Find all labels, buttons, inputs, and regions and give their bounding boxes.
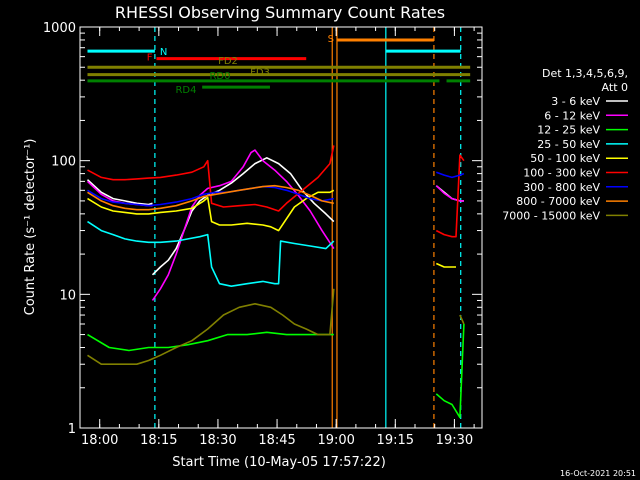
x-tick-label-0: 18:00 bbox=[81, 433, 118, 448]
series-line-2-seg-1 bbox=[435, 323, 465, 419]
series-line-4-seg-1 bbox=[435, 262, 456, 268]
plot-area: NF S FD2 FD3 RD0 RD4 bbox=[86, 27, 471, 428]
y-axis-label: Count Rate (s⁻¹ detector⁻¹) bbox=[23, 139, 38, 316]
legend-label-1: 6 - 12 keV bbox=[544, 109, 600, 122]
y-tick-label-1: 10 bbox=[59, 288, 76, 303]
series-line-2-seg-0 bbox=[87, 331, 334, 352]
flag-label-fd2: FD2 bbox=[218, 56, 238, 67]
series-line-7-seg-0 bbox=[87, 184, 334, 211]
legend-label-4: 50 - 100 keV bbox=[530, 152, 600, 165]
flag-label-s: S bbox=[328, 34, 334, 45]
flag-label-f: F bbox=[147, 53, 153, 64]
legend-label-8: 7000 - 15000 keV bbox=[502, 209, 600, 222]
legend-label-7: 800 - 7000 keV bbox=[516, 195, 600, 208]
plot-frame bbox=[79, 26, 483, 429]
series-line-1-seg-2 bbox=[435, 185, 464, 202]
x-tick-label-5: 19:15 bbox=[377, 433, 414, 448]
legend-label-6: 300 - 800 keV bbox=[523, 181, 600, 194]
flag-label-rd4: RD4 bbox=[175, 85, 196, 96]
y-tick-label-2: 100 bbox=[51, 155, 76, 170]
series-line-5-seg-0 bbox=[87, 145, 335, 212]
x-tick-label-6: 19:30 bbox=[436, 433, 473, 448]
x-tick-label-1: 18:15 bbox=[140, 433, 177, 448]
legend-header-line-1: Det 1,3,4,5,6,9, bbox=[542, 67, 628, 80]
flag-label-n: N bbox=[160, 47, 167, 58]
y-axis: 1 10 100 1000 bbox=[43, 21, 482, 437]
series-line-8-seg-0 bbox=[87, 288, 335, 366]
series-line-6-seg-1 bbox=[436, 171, 465, 179]
series-line-0-seg-0 bbox=[86, 179, 153, 206]
x-tick-label-4: 19:00 bbox=[317, 433, 354, 448]
x-axis: 18:00 18:15 18:30 18:45 19:00 19:15 19:30 bbox=[79, 27, 475, 448]
series-line-4-seg-0 bbox=[87, 189, 335, 232]
legend-label-2: 12 - 25 keV bbox=[537, 124, 600, 137]
series-line-8-seg-1 bbox=[459, 314, 465, 325]
x-axis-label: Start Time (10-May-05 17:57:22) bbox=[172, 455, 386, 470]
flag-label-rd0: RD0 bbox=[209, 71, 230, 82]
series-line-3-seg-0 bbox=[87, 220, 335, 288]
legend-label-5: 100 - 300 keV bbox=[523, 167, 600, 180]
legend-label-0: 3 - 6 keV bbox=[551, 95, 600, 108]
x-tick-label-3: 18:45 bbox=[258, 433, 295, 448]
chart-title: RHESSI Observing Summary Count Rates bbox=[115, 3, 445, 22]
series-line-5-seg-1 bbox=[435, 154, 465, 238]
legend-label-3: 25 - 50 keV bbox=[537, 138, 600, 151]
legend-header-line-2: Att 0 bbox=[602, 81, 628, 94]
y-tick-label-3: 1000 bbox=[43, 21, 76, 36]
y-tick-label-0: 1 bbox=[68, 422, 76, 437]
flag-label-fd3: FD3 bbox=[250, 68, 270, 79]
x-tick-label-2: 18:30 bbox=[199, 433, 236, 448]
series-line-6-seg-0 bbox=[87, 185, 334, 207]
footer-date: 16-Oct-2021 20:51 bbox=[560, 469, 636, 478]
